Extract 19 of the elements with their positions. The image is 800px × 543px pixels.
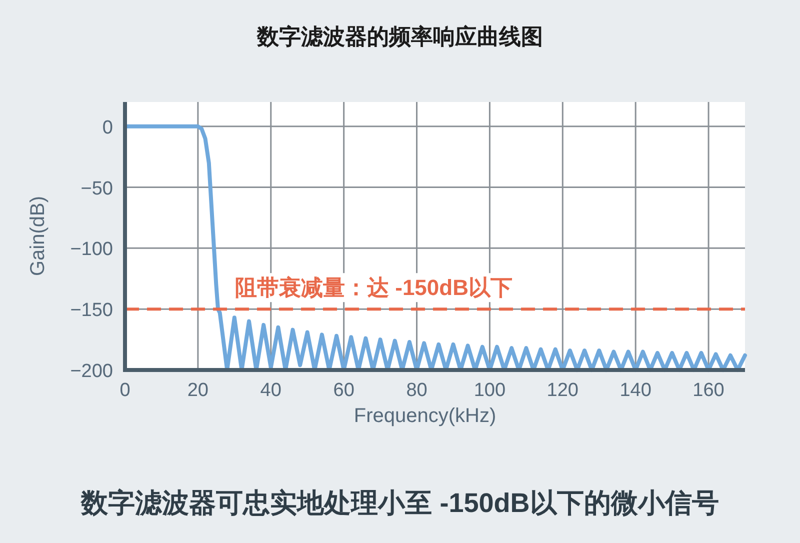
y-tick-label: 0: [102, 117, 113, 138]
chart-title: 数字滤波器的频率响应曲线图: [256, 24, 543, 49]
ref-line-label: 阻带衰减量：达 -150dB以下: [235, 275, 512, 300]
x-tick-label: 160: [692, 380, 724, 401]
y-tick-label: −50: [80, 178, 113, 200]
y-tick-label: −150: [70, 300, 113, 322]
x-tick-label: 120: [546, 380, 578, 401]
y-tick-label: −100: [70, 239, 113, 260]
x-tick-label: 60: [333, 380, 354, 401]
y-axis-title: Gain(dB): [27, 196, 49, 276]
text: 数字滤波器可忠实地处理小至 -150dB以下的微小信号: [80, 488, 719, 518]
x-tick-label: 100: [474, 380, 506, 401]
x-tick-label: 20: [187, 380, 209, 401]
x-axis-title: Frequency(kHz): [354, 405, 496, 427]
x-tick-label: 140: [620, 380, 652, 401]
y-tick-label: −200: [70, 361, 113, 382]
x-tick-label: 0: [120, 380, 130, 401]
x-tick-label: 40: [260, 380, 282, 401]
x-tick-label: 80: [406, 380, 428, 401]
